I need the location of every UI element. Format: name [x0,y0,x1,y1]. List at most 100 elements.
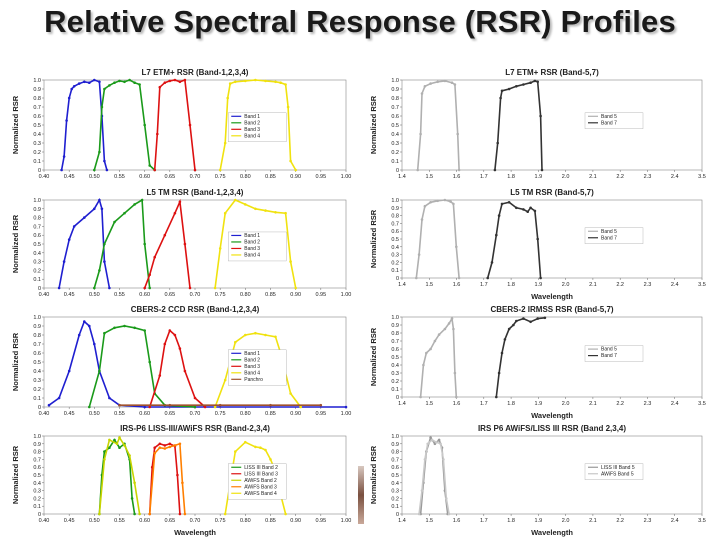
series-line-band-3 [148,329,206,408]
panel-l5-tm-vnir: L5 TM RSR (Band-1,2,3,4) 0 0.1 0.2 0.3 0.4 0.5… [8,186,356,302]
x-tick-label: 3.5 [698,518,706,524]
x-tick-label: 1.6 [453,401,461,407]
data-point [118,436,121,439]
data-point [445,497,448,500]
legend-entry: Band 5 [601,114,617,120]
y-tick-label: 0.6 [33,114,41,120]
data-point [425,351,428,355]
data-point [536,80,539,84]
y-tick-label: 1.0 [33,315,41,321]
data-point [436,199,439,203]
legend-entry: Band 1 [244,233,260,239]
chart-cbers-ccd: CBERS-2 CCD RSR (Band-1,2,3,4) 0 0.1 0.2 0.3… [11,305,351,417]
data-point [442,458,445,461]
data-point [83,320,86,323]
data-point [259,446,262,449]
data-point [416,168,419,172]
y-tick-label: 0.8 [391,214,399,220]
data-point [486,276,489,280]
data-point [420,489,424,492]
data-point [507,201,511,204]
y-tick-label: 0 [396,168,399,174]
x-axis-label: Wavelength [174,528,216,537]
legend-box [584,345,644,362]
x-tick-label: 0.85 [265,411,276,417]
x-tick-label: 1.9 [535,518,543,524]
legend-entry: Band 1 [244,114,260,120]
y-tick-label: 0.6 [391,465,399,471]
data-point [507,327,511,331]
data-point [435,440,438,444]
data-point [539,276,542,280]
data-point [284,211,287,215]
x-tick-label: 0.55 [114,292,125,298]
data-point [500,202,504,206]
x-tick-label: 1.00 [341,518,352,524]
data-point [148,512,151,516]
plot-frame [43,316,347,408]
x-axis-label: Wavelength [531,528,573,537]
y-tick-label: 0.1 [33,396,41,402]
x-tick-label: 1.5 [425,174,433,180]
data-point [168,403,172,407]
panel-l7-etm-swir: L7 ETM+ RSR (Band-5,7) 0 0.1 0.2 0.3 0.4 0.5 0.… [366,66,712,184]
data-point [344,405,348,409]
y-tick-label: 0.5 [391,355,399,361]
y-tick-label: 0.5 [391,473,399,479]
data-point [234,80,237,84]
y-tick-label: 0.7 [391,105,399,111]
data-point [497,371,501,375]
data-point [100,207,104,211]
y-tick-label: 0.2 [33,387,41,393]
x-tick-label: 0.70 [190,174,201,180]
data-point [279,81,282,84]
data-point [244,203,247,206]
data-point [158,374,162,377]
data-point [264,209,267,212]
x-tick-label: 0.70 [190,411,201,417]
data-point [449,200,452,203]
x-tick-label: 0.60 [139,518,150,524]
data-point [108,286,111,290]
x-tick-label: 0.80 [240,518,251,524]
data-point [286,105,290,109]
data-point [183,369,187,373]
data-point [103,450,106,453]
data-point [72,225,76,228]
data-point [437,333,441,336]
y-tick-label: 0 [38,168,41,174]
x-tick-label: 2.2 [616,174,624,180]
legend-entry: AWiFS Band 4 [244,491,277,497]
x-tick-label: 2.2 [616,401,624,407]
y-tick-label: 0.8 [33,450,41,456]
y-tick-label: 0 [396,395,399,401]
y-tick-label: 0.3 [33,489,41,495]
y-tick-label: 0.5 [33,123,41,129]
data-point [128,454,131,457]
x-tick-label: 0.40 [39,174,50,180]
data-point [103,260,106,263]
data-point [143,286,146,290]
x-tick-label: 1.7 [480,174,488,180]
y-tick-label: 0.1 [391,387,399,393]
legend-entry: Band 1 [244,351,260,357]
data-point [77,82,81,85]
data-point [88,405,91,409]
y-axis-label: Normalized RSR [11,214,20,273]
data-point [118,446,121,449]
y-tick-label: 0.9 [391,206,399,212]
y-tick-label: 0.7 [33,342,41,348]
data-point [213,286,217,290]
data-point [88,81,91,84]
x-tick-label: 3.5 [698,282,706,288]
chart-irs-p6-awifs: IRS P6 AWiFS/LISS III RSR (Band 2,3,4) 0 0… [369,424,706,537]
data-point [426,442,429,446]
legend-entry: Band 2 [244,357,260,363]
x-tick-label: 2.0 [562,518,570,524]
y-tick-label: 0.4 [33,132,41,138]
x-tick-label: 0.80 [240,411,251,417]
data-point [264,448,267,452]
legend-box [584,463,644,480]
data-point [223,378,227,382]
x-tick-label: 0.85 [265,518,276,524]
